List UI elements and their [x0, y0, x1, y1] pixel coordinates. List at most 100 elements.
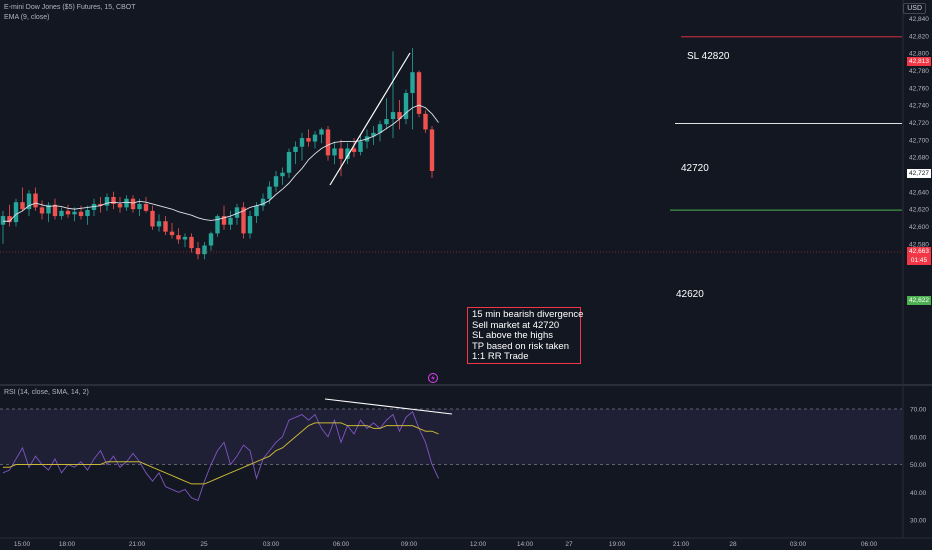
candle-body: [39, 207, 45, 214]
tp-price-tag: 42,622: [907, 296, 931, 305]
price-tick-label: 42,620: [909, 207, 929, 214]
ema-line: [3, 104, 439, 222]
rsi-legend[interactable]: RSI (14, close, SMA, 14, 2): [4, 389, 89, 396]
candle-body: [273, 176, 279, 187]
note-line-2: Sell market at 42720: [472, 319, 560, 331]
candle-body: [254, 205, 259, 217]
candle-body: [312, 134, 318, 142]
candle-body: [130, 198, 136, 210]
trade-note-box[interactable]: 15 min bearish divergence Sell market at…: [467, 307, 584, 364]
candle-body: [221, 216, 227, 225]
candle-body: [143, 203, 149, 211]
time-tick-label: 06:00: [861, 541, 878, 548]
candle-body: [124, 198, 129, 208]
price-tick-label: 42,820: [909, 33, 929, 40]
currency-label[interactable]: USD: [903, 3, 926, 14]
time-tick-label: 06:00: [333, 541, 350, 548]
time-tick-label: 18:00: [59, 541, 76, 548]
time-tick-label: 28: [729, 541, 737, 548]
note-line-3: SL above the highs: [472, 330, 553, 341]
candle-body: [59, 210, 64, 217]
time-tick-label: 21:00: [129, 541, 146, 548]
rsi-tick-label: 30.00: [910, 518, 927, 525]
candle-body: [182, 236, 188, 240]
ema-legend[interactable]: EMA (9, close): [4, 14, 50, 21]
time-tick-label: 21:00: [673, 541, 690, 548]
entry-price-tag: 42,727: [907, 169, 931, 178]
candle-body: [111, 196, 116, 204]
time-tick-label: 12:00: [470, 541, 487, 548]
candle-body: [137, 203, 142, 210]
price-tick-label: 42,720: [909, 120, 929, 127]
candle-body: [247, 216, 253, 234]
time-tick-label: 03:00: [263, 541, 280, 548]
candle-body: [117, 203, 123, 208]
candle-body: [384, 119, 389, 125]
price-tick-label: 42,780: [909, 68, 929, 75]
price-tick-label: 42,640: [909, 189, 929, 196]
price-tick-label: 42,680: [909, 155, 929, 162]
price-tick-label: 42,600: [909, 224, 929, 231]
candle-body: [176, 235, 181, 240]
candle-body: [397, 112, 402, 120]
price-tick-label: 42,760: [909, 85, 929, 92]
candle-body: [202, 245, 207, 255]
candle-body: [169, 231, 175, 236]
candle-body: [7, 216, 12, 223]
symbol-legend[interactable]: E-mini Dow Jones ($5) Futures, 15, CBOT: [4, 4, 136, 11]
candles: [0, 47, 435, 260]
candle-body: [429, 129, 435, 172]
candle-body: [228, 217, 233, 225]
candle-body: [325, 129, 331, 156]
candle-body: [280, 172, 285, 177]
time-tick-label: 03:00: [790, 541, 807, 548]
lightning-icon: [428, 373, 438, 383]
overlays: [0, 36, 902, 383]
candle-body: [98, 203, 103, 206]
time-tick-label: 19:00: [609, 541, 626, 548]
candle-body: [52, 204, 58, 217]
rsi-divergence-line: [324, 398, 453, 415]
price-divergence-line: [329, 52, 411, 186]
candle-body: [241, 207, 246, 234]
candle-body: [293, 146, 298, 152]
candle-body: [345, 148, 350, 159]
candle-body: [189, 236, 194, 249]
price-tick-label: 42,740: [909, 103, 929, 110]
candle-body: [163, 221, 168, 232]
candle-body: [33, 193, 38, 208]
rsi-pane: [0, 398, 902, 502]
rsi-ma-line: [3, 422, 439, 485]
candle-body: [195, 248, 201, 255]
stop-loss-label: SL 42820: [687, 51, 730, 62]
price-tick-label: 42,800: [909, 51, 929, 58]
entry-label: 42720: [681, 163, 709, 174]
candle-body: [338, 148, 344, 159]
rsi-tick-label: 70.00: [910, 407, 927, 414]
time-tick-label: 25: [200, 541, 208, 548]
candle-body: [286, 151, 292, 173]
candle-body: [416, 72, 422, 114]
lightning-bolt-icon: [431, 374, 435, 382]
candle-body: [371, 132, 376, 137]
candle-body: [78, 211, 84, 217]
time-tick-label: 09:00: [401, 541, 418, 548]
candle-body: [319, 129, 324, 135]
candle-body: [85, 209, 90, 217]
candle-body: [260, 198, 266, 206]
candle-body: [46, 204, 51, 214]
candle-body: [65, 210, 71, 215]
time-tick-label: 14:00: [517, 541, 534, 548]
candle-body: [13, 202, 19, 223]
candle-body: [26, 193, 32, 210]
price-tick-label: 42,840: [909, 16, 929, 23]
candle-body: [299, 138, 305, 147]
candle-body: [156, 221, 162, 227]
candle-body: [215, 216, 220, 234]
candle-body: [208, 233, 214, 246]
candle-body: [234, 207, 240, 218]
note-line-1: 15 min bearish divergence: [472, 309, 584, 320]
candle-body: [377, 124, 383, 133]
price-tick-label: 42,580: [909, 241, 929, 248]
